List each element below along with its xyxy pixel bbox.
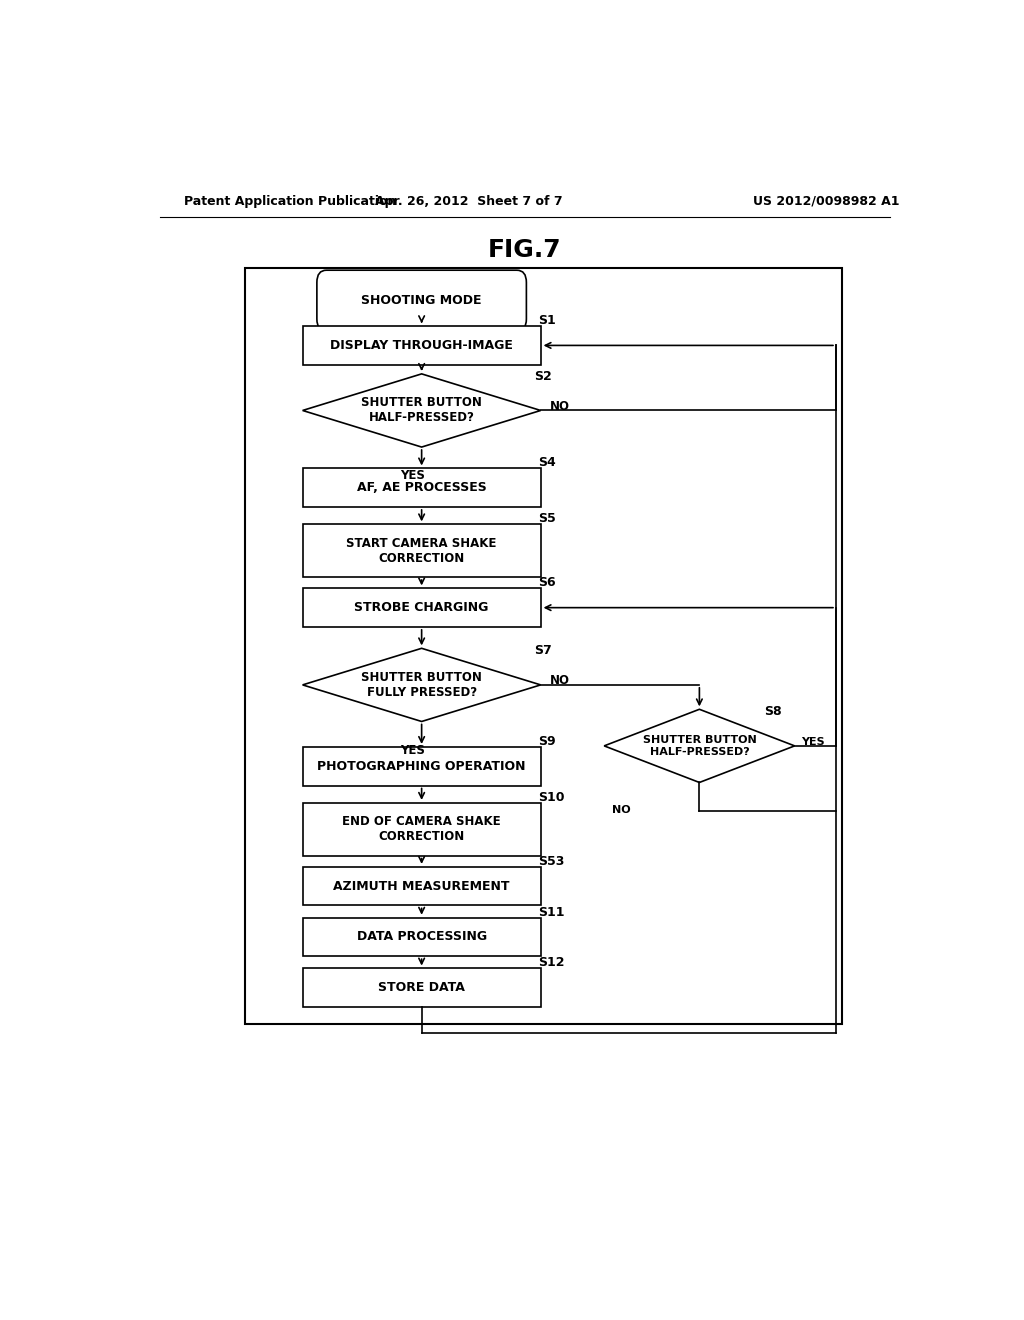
Polygon shape — [303, 648, 541, 722]
Text: S10: S10 — [539, 791, 565, 804]
Text: YES: YES — [801, 737, 824, 747]
Text: SHUTTER BUTTON
HALF-PRESSED?: SHUTTER BUTTON HALF-PRESSED? — [361, 396, 482, 425]
Bar — [303, 969, 541, 1007]
Bar — [303, 747, 541, 785]
Text: START CAMERA SHAKE
CORRECTION: START CAMERA SHAKE CORRECTION — [346, 537, 497, 565]
Text: Patent Application Publication: Patent Application Publication — [183, 194, 396, 207]
Text: NO: NO — [550, 675, 570, 688]
Text: S7: S7 — [535, 644, 552, 657]
Text: FIG.7: FIG.7 — [488, 238, 561, 261]
Text: SHUTTER BUTTON
HALF-PRESSED?: SHUTTER BUTTON HALF-PRESSED? — [642, 735, 757, 756]
Bar — [303, 867, 541, 906]
Text: S9: S9 — [539, 735, 556, 748]
Text: S6: S6 — [539, 577, 556, 589]
Bar — [303, 326, 541, 364]
Text: DISPLAY THROUGH-IMAGE: DISPLAY THROUGH-IMAGE — [330, 339, 513, 352]
Text: S8: S8 — [765, 705, 782, 718]
Text: YES: YES — [399, 470, 425, 482]
Bar — [303, 917, 541, 956]
FancyBboxPatch shape — [316, 271, 526, 331]
Text: S1: S1 — [539, 314, 556, 327]
Text: SHOOTING MODE: SHOOTING MODE — [361, 294, 482, 308]
Text: S11: S11 — [539, 906, 565, 919]
Text: AF, AE PROCESSES: AF, AE PROCESSES — [356, 482, 486, 494]
Text: NO: NO — [612, 805, 631, 814]
Text: PHOTOGRAPHING OPERATION: PHOTOGRAPHING OPERATION — [317, 760, 526, 772]
Text: DATA PROCESSING: DATA PROCESSING — [356, 931, 486, 944]
Text: S4: S4 — [539, 457, 556, 470]
Text: S5: S5 — [539, 512, 556, 525]
Text: S53: S53 — [539, 855, 564, 867]
Text: S12: S12 — [539, 957, 565, 969]
Text: AZIMUTH MEASUREMENT: AZIMUTH MEASUREMENT — [334, 879, 510, 892]
Text: US 2012/0098982 A1: US 2012/0098982 A1 — [753, 194, 900, 207]
Bar — [303, 469, 541, 507]
Text: S2: S2 — [535, 370, 552, 383]
Bar — [303, 803, 541, 855]
Polygon shape — [303, 374, 541, 447]
Bar — [303, 524, 541, 577]
Text: END OF CAMERA SHAKE
CORRECTION: END OF CAMERA SHAKE CORRECTION — [342, 816, 501, 843]
Text: NO: NO — [550, 400, 570, 413]
Text: STROBE CHARGING: STROBE CHARGING — [354, 601, 488, 614]
Polygon shape — [604, 709, 795, 783]
Text: STORE DATA: STORE DATA — [378, 981, 465, 994]
Text: SHUTTER BUTTON
FULLY PRESSED?: SHUTTER BUTTON FULLY PRESSED? — [361, 671, 482, 698]
Bar — [246, 268, 842, 1024]
Bar — [303, 589, 541, 627]
Text: YES: YES — [399, 744, 425, 756]
Text: Apr. 26, 2012  Sheet 7 of 7: Apr. 26, 2012 Sheet 7 of 7 — [376, 194, 563, 207]
